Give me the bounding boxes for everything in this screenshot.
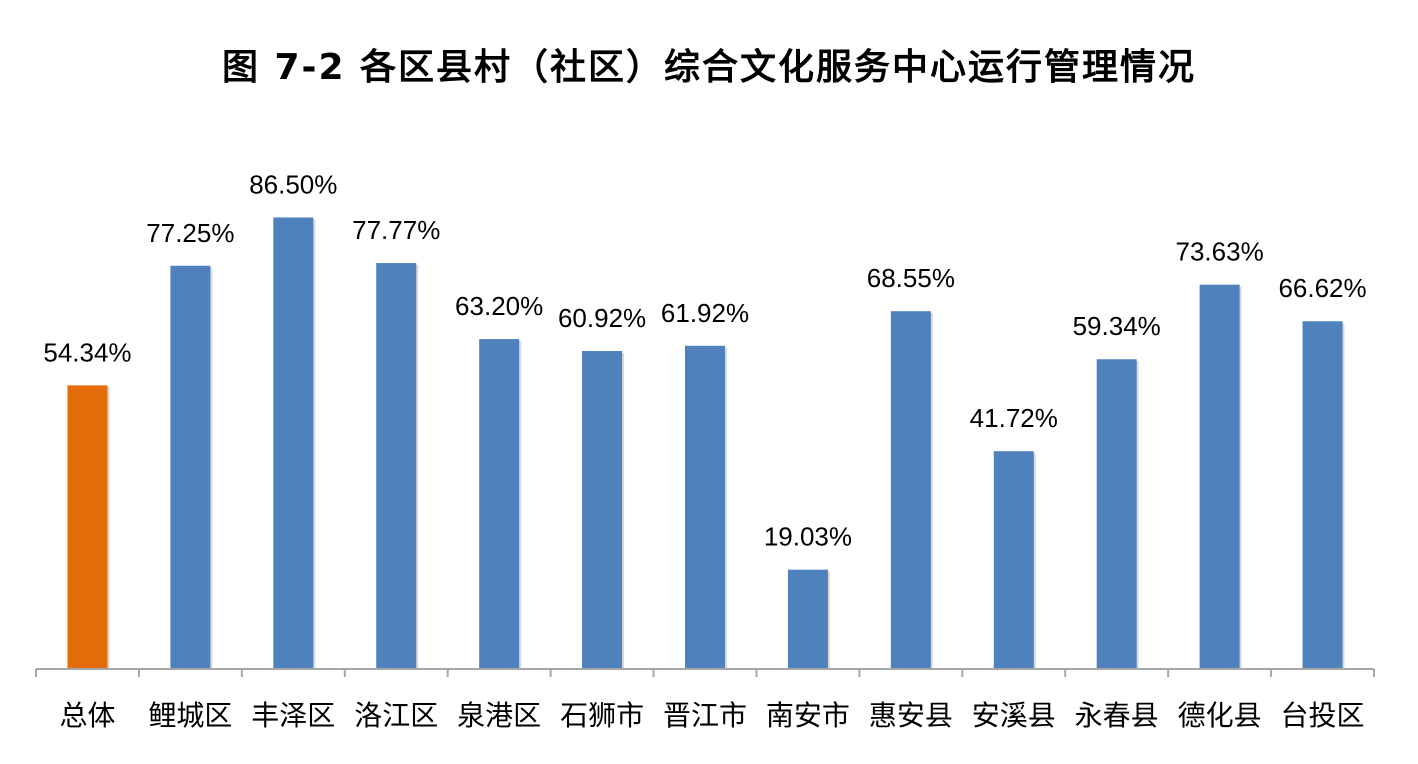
category-label: 德化县 bbox=[1178, 699, 1262, 732]
bar bbox=[787, 569, 828, 669]
bar-value-label: 61.92% bbox=[661, 298, 749, 328]
category-labels-layer: 总体 鲤城区 丰泽区 洛江区 泉港区 石狮市 晋江市 南安市 惠安县 安溪县 永春县 德化县 台投区 bbox=[59, 699, 1364, 732]
bar bbox=[890, 311, 931, 669]
category-label: 总体 bbox=[59, 699, 115, 732]
bar-value-label: 86.50% bbox=[249, 169, 337, 199]
bar bbox=[1199, 284, 1240, 669]
bar-value-label: 66.62% bbox=[1278, 273, 1366, 303]
bar-value-label: 60.92% bbox=[558, 303, 646, 333]
bar-value-label: 59.34% bbox=[1073, 311, 1161, 341]
bar bbox=[1302, 321, 1343, 669]
bar bbox=[170, 265, 211, 669]
category-label: 石狮市 bbox=[560, 699, 644, 732]
category-label: 安溪县 bbox=[972, 699, 1056, 732]
bar-value-label: 63.20% bbox=[455, 291, 543, 321]
bar-value-label: 19.03% bbox=[764, 522, 852, 552]
category-label: 鲤城区 bbox=[148, 699, 232, 732]
category-label: 晋江市 bbox=[663, 699, 747, 732]
bar bbox=[273, 217, 314, 669]
bar-value-label: 77.25% bbox=[146, 218, 234, 248]
category-label: 台投区 bbox=[1281, 699, 1365, 732]
bar bbox=[376, 263, 417, 669]
category-label: 泉港区 bbox=[457, 699, 541, 732]
category-label: 惠安县 bbox=[869, 699, 953, 732]
category-label: 洛江区 bbox=[354, 699, 438, 732]
category-label: 丰泽区 bbox=[251, 699, 335, 732]
bar bbox=[582, 350, 623, 669]
bar bbox=[993, 451, 1034, 669]
bar bbox=[1096, 359, 1137, 669]
chart-title: 图 7-2 各区县村（社区）综合文化服务中心运行管理情况 bbox=[221, 47, 1197, 88]
category-label: 南安市 bbox=[766, 699, 850, 732]
bar-value-label: 77.77% bbox=[352, 215, 440, 245]
bar bbox=[67, 385, 108, 669]
bar-value-label: 41.72% bbox=[970, 403, 1058, 433]
bars-layer bbox=[67, 217, 1345, 669]
value-labels-layer: 54.34% 77.25% 86.50% 77.77% 63.20% 60.92% 61.9… bbox=[43, 169, 1366, 551]
category-label: 永春县 bbox=[1075, 699, 1159, 732]
bar-value-label: 68.55% bbox=[867, 263, 955, 293]
x-axis bbox=[35, 668, 1375, 677]
bar-value-label: 73.63% bbox=[1176, 237, 1264, 267]
bar bbox=[685, 345, 725, 669]
bar bbox=[479, 339, 520, 669]
bar-value-label: 54.34% bbox=[43, 337, 131, 367]
